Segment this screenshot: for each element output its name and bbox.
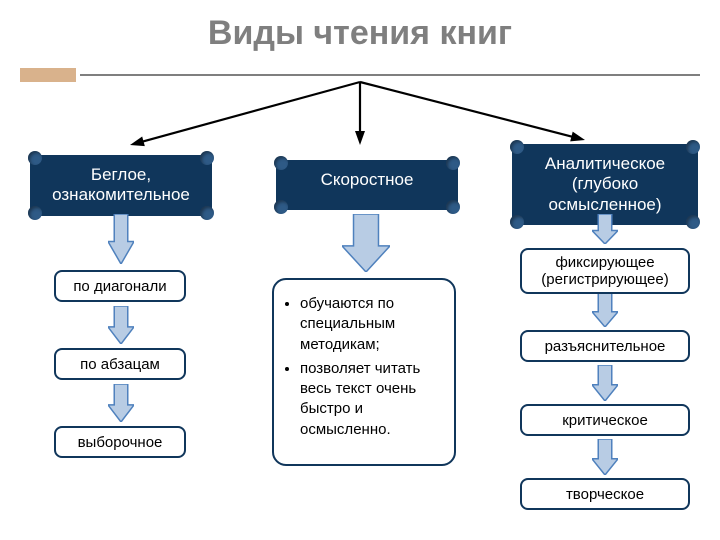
item-label-col1-1: по абзацам: [80, 356, 160, 373]
desc-bullet-1: позволяет читать весь текст очень быстро…: [300, 359, 442, 440]
item-label-col1-0: по диагонали: [73, 278, 166, 295]
arrow-col1-2: [108, 384, 134, 422]
item-col3-3: творческое: [520, 478, 690, 510]
item-label-col3-1: разъяснительное: [545, 338, 666, 355]
slide: { "title": "Виды чтения книг", "colors":…: [0, 0, 720, 540]
item-col1-0: по диагонали: [54, 270, 186, 302]
item-label-col3-0: фиксирующее (регистрирующее): [528, 254, 682, 288]
banner-col3: Аналитическое (глубоко осмысленное): [514, 144, 696, 225]
desc-bullet-0: обучаются по специальным методикам;: [300, 294, 442, 355]
arrow-col3-1: [592, 293, 618, 327]
item-label-col1-2: выборочное: [78, 434, 163, 451]
item-col1-1: по абзацам: [54, 348, 186, 380]
banner-label-col2: Скоростное: [284, 170, 450, 190]
arrow-col3-2: [592, 365, 618, 401]
desc-panel-col2: обучаются по специальным методикам;позво…: [272, 278, 456, 466]
item-col3-2: критическое: [520, 404, 690, 436]
banner-label-col3: Аналитическое (глубоко осмысленное): [520, 154, 690, 215]
item-label-col3-2: критическое: [562, 412, 648, 429]
item-col3-0: фиксирующее (регистрирующее): [520, 248, 690, 294]
banner-col2: Скоростное: [278, 160, 456, 210]
arrow-col3-0: [592, 214, 618, 244]
item-label-col3-3: творческое: [566, 486, 644, 503]
item-col1-2: выборочное: [54, 426, 186, 458]
arrow-col2-0: [342, 214, 390, 272]
banner-label-col1: Беглое, ознакомительное: [38, 165, 204, 206]
arrow-col1-0: [108, 214, 134, 264]
item-col3-1: разъяснительное: [520, 330, 690, 362]
arrow-col1-1: [108, 306, 134, 344]
arrow-col3-3: [592, 439, 618, 475]
banner-col1: Беглое, ознакомительное: [32, 155, 210, 216]
